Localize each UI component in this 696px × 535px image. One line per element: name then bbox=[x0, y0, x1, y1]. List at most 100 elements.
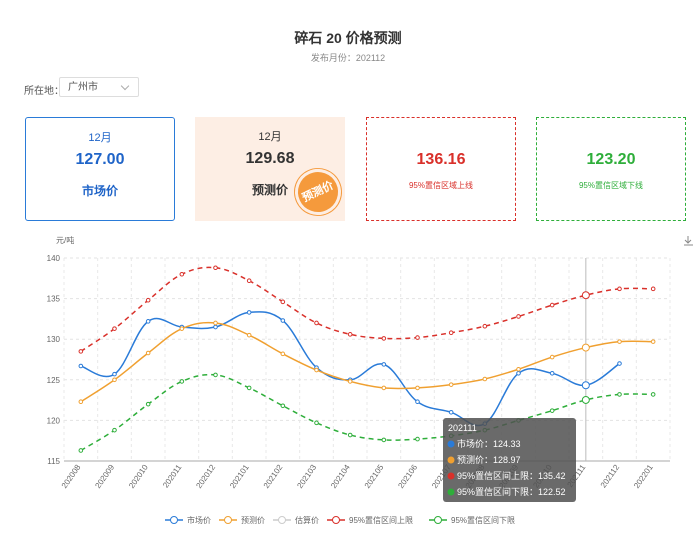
data-point bbox=[246, 332, 252, 338]
card-value: 123.20 bbox=[586, 151, 636, 168]
data-point bbox=[78, 399, 84, 405]
card-label: 95%置信区域下线 bbox=[578, 181, 643, 190]
data-point bbox=[280, 299, 286, 305]
data-point bbox=[549, 408, 555, 413]
data-point bbox=[650, 286, 656, 292]
data-point bbox=[581, 381, 590, 390]
page-title: 碎石 20 价格预测 bbox=[294, 30, 402, 46]
tooltip-box bbox=[443, 418, 576, 502]
data-point bbox=[78, 363, 84, 369]
data-point bbox=[280, 403, 286, 409]
legend-marker bbox=[434, 516, 442, 524]
data-point bbox=[314, 320, 319, 326]
data-point bbox=[516, 314, 521, 319]
data-point bbox=[179, 379, 185, 384]
card-label: 预测价 bbox=[251, 183, 288, 197]
market-card: 12月 127.00 市场价 bbox=[25, 117, 175, 221]
legend-marker bbox=[170, 516, 178, 524]
y-tick-label: 135 bbox=[47, 295, 61, 304]
x-tick-label: 202011 bbox=[161, 463, 184, 490]
filter-label: 所在地： bbox=[24, 86, 64, 97]
data-point bbox=[617, 361, 622, 366]
data-point bbox=[78, 448, 84, 453]
x-tick-label: 202010 bbox=[127, 463, 150, 490]
data-point bbox=[415, 399, 420, 405]
card-month: 12月 bbox=[258, 131, 282, 143]
y-tick-label: 130 bbox=[47, 335, 61, 344]
tooltip-dot bbox=[447, 440, 455, 448]
card-label: 市场价 bbox=[81, 184, 118, 198]
data-point bbox=[415, 436, 420, 442]
data-point bbox=[347, 432, 353, 438]
data-point bbox=[347, 332, 353, 337]
x-tick-label: 202106 bbox=[396, 463, 419, 490]
data-point bbox=[482, 376, 488, 382]
data-point bbox=[246, 385, 252, 391]
tooltip-dot bbox=[447, 472, 455, 480]
data-point bbox=[246, 278, 252, 284]
legend-label[interactable]: 预测价 bbox=[241, 515, 265, 525]
data-point bbox=[112, 427, 117, 433]
legend-label[interactable]: 95%置信区间下限 bbox=[451, 515, 515, 525]
card-label: 95%置信区域上线 bbox=[408, 181, 473, 190]
y-tick-label: 125 bbox=[47, 376, 61, 385]
data-point bbox=[549, 302, 555, 308]
x-tick-label: 202101 bbox=[228, 463, 251, 490]
data-point bbox=[381, 385, 387, 391]
data-point bbox=[581, 291, 590, 300]
data-point bbox=[448, 382, 454, 387]
data-point bbox=[549, 354, 555, 360]
legend-marker bbox=[332, 516, 340, 524]
data-point bbox=[179, 326, 185, 331]
tooltip-dot bbox=[447, 456, 455, 464]
data-point bbox=[280, 351, 286, 357]
y-tick-label: 115 bbox=[47, 457, 60, 466]
card-value: 127.00 bbox=[75, 151, 125, 168]
series-line bbox=[80, 373, 654, 452]
tooltip-line: 95%置信区间上限：135.42 bbox=[457, 470, 566, 481]
x-tick-label: 202008 bbox=[60, 463, 83, 490]
tooltip-title: 202111 bbox=[448, 423, 477, 433]
legend-marker bbox=[224, 516, 232, 524]
data-point bbox=[112, 371, 117, 377]
data-point bbox=[145, 401, 151, 407]
legend-label[interactable]: 估算价 bbox=[295, 515, 319, 525]
y-tick-label: 140 bbox=[47, 254, 61, 263]
y-axis-unit: 元/吨 bbox=[56, 235, 74, 245]
data-point bbox=[448, 330, 454, 336]
download-icon[interactable] bbox=[684, 236, 693, 246]
data-point bbox=[617, 392, 622, 397]
card-value: 136.16 bbox=[416, 151, 466, 168]
data-point bbox=[549, 371, 555, 376]
series-line bbox=[80, 266, 654, 353]
data-point bbox=[448, 409, 454, 415]
data-point bbox=[415, 335, 420, 340]
data-point bbox=[347, 379, 353, 384]
x-tick-label: 202105 bbox=[363, 463, 386, 490]
legend-label[interactable]: 市场价 bbox=[187, 515, 211, 525]
city-select[interactable]: 广州市 bbox=[59, 77, 139, 97]
tooltip-dot bbox=[447, 488, 455, 496]
x-tick-label: 202201 bbox=[632, 463, 655, 490]
y-tick-label: 120 bbox=[47, 416, 61, 425]
data-point bbox=[314, 420, 319, 426]
data-point bbox=[516, 366, 521, 372]
card-value: 129.68 bbox=[245, 150, 295, 167]
subtitle: 发布月份：202112 bbox=[310, 53, 386, 63]
data-point bbox=[415, 385, 420, 391]
tooltip: 202111 市场价：124.33 预测价：128.97 95%置信区间上限：135.… bbox=[443, 418, 576, 502]
x-tick-label: 202012 bbox=[194, 463, 217, 490]
legend-marker bbox=[278, 516, 286, 524]
data-point bbox=[145, 297, 151, 303]
tooltip-line: 预测价：128.97 bbox=[457, 455, 521, 465]
data-point bbox=[145, 319, 151, 324]
tooltip-line: 95%置信区间下限：122.52 bbox=[457, 486, 566, 497]
legend-label[interactable]: 95%置信区间上限 bbox=[349, 515, 413, 525]
data-point bbox=[280, 318, 286, 323]
data-point bbox=[213, 372, 218, 378]
data-point bbox=[516, 371, 521, 376]
data-point bbox=[581, 343, 590, 352]
data-point bbox=[112, 326, 117, 331]
